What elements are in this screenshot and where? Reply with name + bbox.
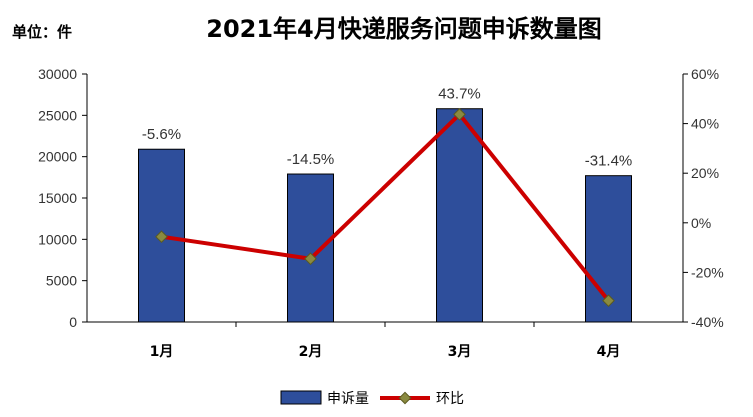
- unit-label: 单位：件: [12, 23, 72, 41]
- axes: 0 5000 10000 15000 20000 25000 30000 -40% -20% 0%…: [38, 66, 724, 360]
- line-point: [155, 230, 168, 244]
- data-labels: -5.6% -14.5% 43.7% -31.4%: [142, 86, 632, 170]
- bar-series: [138, 108, 632, 323]
- y-left-tick-label: 15000: [38, 190, 77, 206]
- y-right-tick-label: 0%: [691, 215, 711, 231]
- chart-title: 2021年4月快递服务问题申诉数量图: [206, 15, 602, 43]
- x-tick-label: 2月: [299, 344, 323, 360]
- line-series: [155, 108, 615, 308]
- y-left-tick-label: 25000: [38, 107, 77, 123]
- y-left-tick-label: 0: [69, 314, 77, 330]
- y-left-tick-label: 10000: [38, 231, 77, 247]
- legend-swatch-marker: [398, 391, 412, 405]
- line-point: [602, 294, 615, 308]
- y-right-tick-label: -20%: [691, 264, 724, 280]
- x-tick-label: 4月: [597, 344, 621, 360]
- line-path: [161, 112, 611, 302]
- data-label: -31.4%: [585, 153, 633, 170]
- y-left-tick-label: 30000: [38, 66, 77, 82]
- x-tick-label: 1月: [150, 344, 174, 360]
- y-right-tick-label: 40%: [691, 116, 719, 132]
- y-left-tick-label: 5000: [46, 273, 77, 289]
- legend-swatch-bar: [280, 390, 322, 405]
- legend-label-bar: 申诉量: [327, 391, 369, 407]
- legend-label-line: 环比: [436, 391, 464, 407]
- data-label: 43.7%: [438, 86, 481, 103]
- y-right-tick-label: 60%: [691, 66, 719, 82]
- data-label: -14.5%: [287, 151, 335, 168]
- line-point: [453, 108, 466, 121]
- legend: 申诉量 环比: [280, 390, 464, 407]
- data-label: -5.6%: [142, 126, 181, 143]
- line-point: [304, 252, 317, 266]
- bar: [287, 173, 334, 323]
- x-tick-label: 3月: [448, 344, 472, 360]
- y-right-tick-label: -40%: [691, 314, 724, 330]
- y-left-tick-label: 20000: [38, 149, 77, 165]
- bar: [436, 108, 483, 323]
- y-right-tick-label: 20%: [691, 165, 719, 181]
